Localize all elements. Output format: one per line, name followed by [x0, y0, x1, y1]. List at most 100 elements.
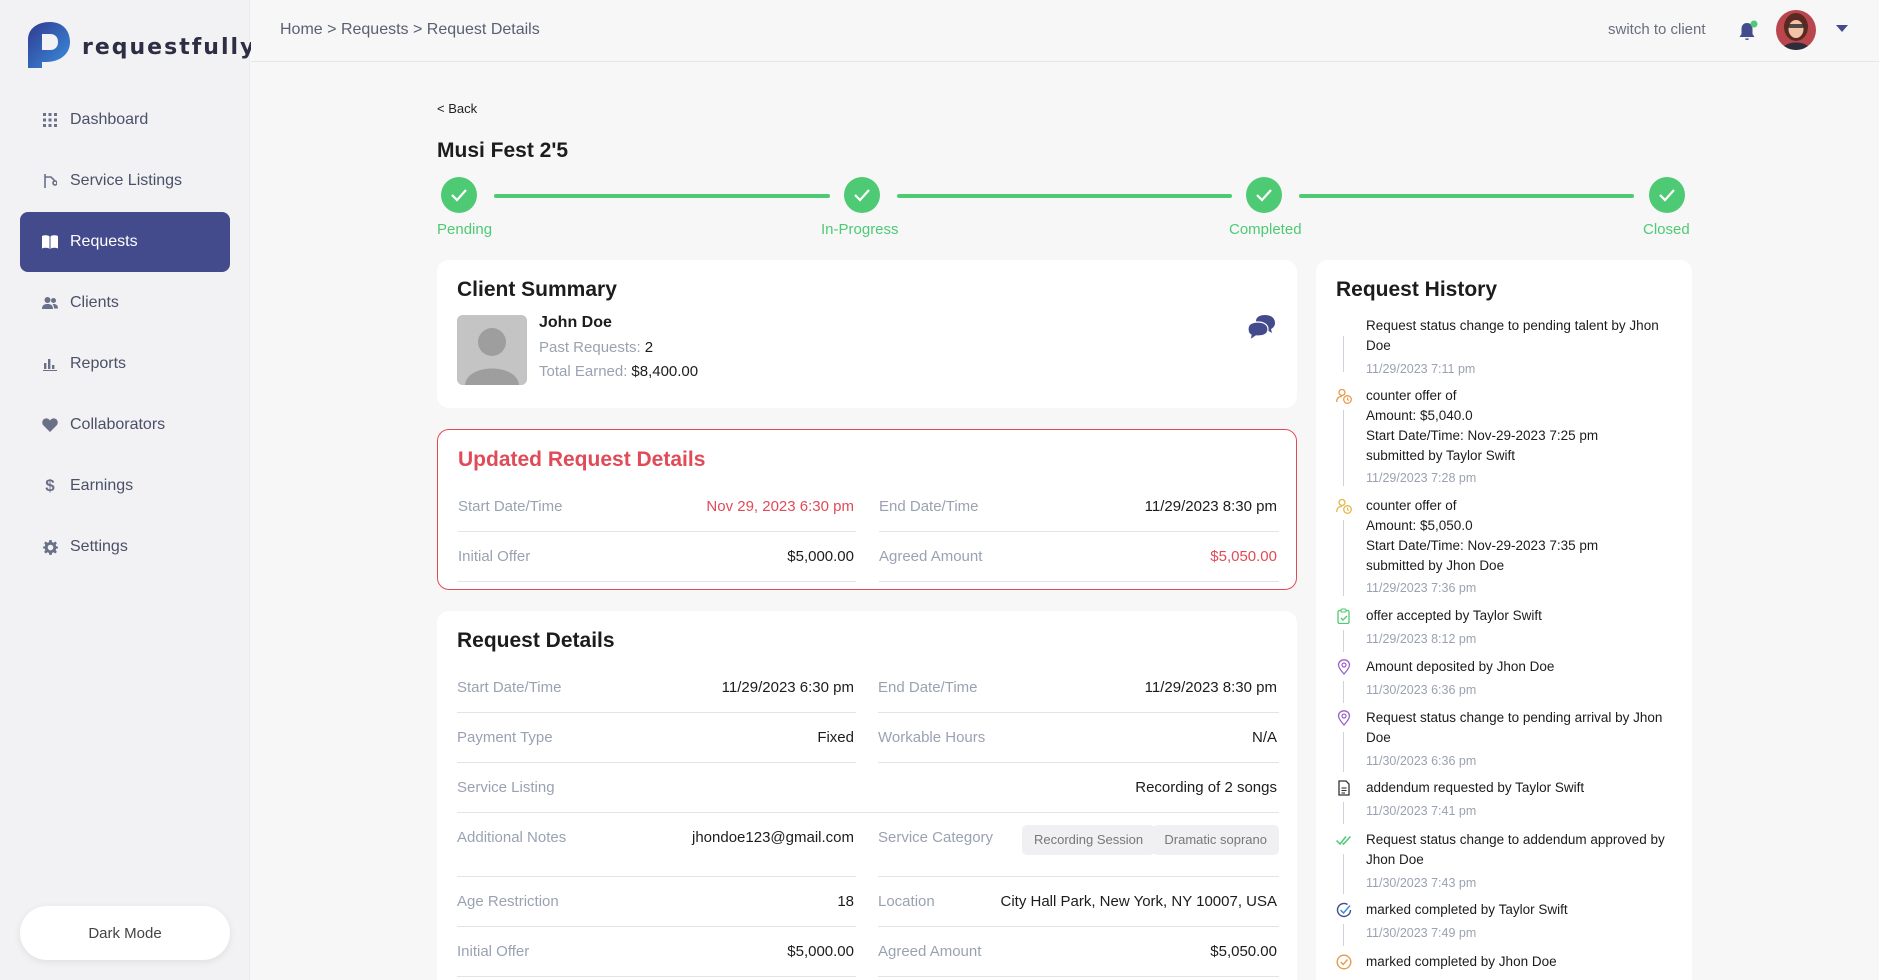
history-time: 11/30/2023 7:49 pm: [1366, 926, 1477, 940]
location-label: Location: [878, 893, 935, 910]
sidebar-item-earnings[interactable]: $ Earnings: [20, 456, 230, 516]
notes-row: Additional Notes jhondoe123@gmail.com: [457, 813, 856, 877]
brand-logo[interactable]: requestfully: [20, 20, 256, 70]
step-check-icon: [441, 177, 477, 213]
step-check-icon: [1246, 177, 1282, 213]
category-label: Service Category: [878, 829, 994, 846]
sidebar-item-label: Earnings: [70, 477, 134, 494]
history-time: 11/30/2023 7:41 pm: [1366, 804, 1477, 818]
history-connector: [1343, 854, 1344, 894]
sidebar-item-collaborators[interactable]: Collaborators: [20, 395, 230, 455]
past-requests-value: 2: [644, 339, 654, 356]
sidebar-item-label: Requests: [70, 233, 138, 250]
step-connector: [897, 194, 1232, 198]
total-earned-value: $8,400.00: [631, 363, 699, 380]
back-link[interactable]: < Back: [437, 101, 478, 116]
history-connector: [1343, 630, 1344, 652]
updated-details-title: Updated Request Details: [458, 448, 706, 471]
step-label-pending: Pending: [437, 221, 493, 238]
sidebar-item-dashboard[interactable]: Dashboard: [20, 90, 230, 150]
initial-offer-value: $5,000.00: [787, 943, 854, 960]
map-pin-icon: [1337, 710, 1351, 726]
chevron-down-icon[interactable]: [1836, 25, 1848, 32]
step-check-icon: [844, 177, 880, 213]
location-row: Location City Hall Park, New York, NY 10…: [878, 877, 1279, 927]
history-line: counter offer of: [1366, 498, 1457, 513]
sidebar-item-requests[interactable]: Requests: [20, 212, 230, 272]
sidebar-item-label: Dashboard: [70, 111, 149, 128]
history-time: 11/30/2023 7:43 pm: [1366, 876, 1477, 890]
age-row: Age Restriction 18: [457, 877, 856, 927]
sidebar: requestfully Dashboard Service Listings …: [0, 0, 254, 980]
history-item: Request status change to pending talent …: [1336, 316, 1676, 378]
sidebar-item-reports[interactable]: Reports: [20, 334, 230, 394]
initial-offer-label: Initial Offer: [457, 943, 530, 960]
user-clock-icon: [1336, 388, 1352, 404]
history-item: Amount deposited by Jhon Doe 11/30/2023 …: [1336, 657, 1676, 703]
grid-icon: [42, 112, 58, 128]
sidebar-item-label: Reports: [70, 355, 127, 372]
breadcrumb: Home > Requests > Request Details: [280, 21, 540, 39]
sidebar-item-clients[interactable]: Clients: [20, 273, 230, 333]
history-line: Request status change to addendum approv…: [1366, 832, 1665, 867]
history-text: offer accepted by Taylor Swift 11/29/202…: [1366, 606, 1676, 649]
history-time: 11/30/2023 6:36 pm: [1366, 754, 1477, 768]
history-time: 11/30/2023 6:36 pm: [1366, 683, 1477, 697]
start-label: Start Date/Time: [457, 679, 562, 696]
double-check-icon: [1336, 835, 1352, 846]
updated-agreed-label: Agreed Amount: [879, 548, 983, 565]
switch-to-client-link[interactable]: switch to client: [1608, 21, 1706, 38]
request-details-card: Request Details Start Date/Time 11/29/20…: [437, 611, 1297, 980]
client-total-earned: Total Earned: $8,400.00: [539, 363, 698, 380]
history-item: Request status change to addendum approv…: [1336, 830, 1676, 894]
breadcrumb-separator: >: [412, 21, 423, 38]
page-title: Musi Fest 2'5: [437, 139, 569, 162]
category-row: Service Category Recording Session Drama…: [878, 813, 1279, 877]
history-item: marked completed by Jhon Doe: [1336, 952, 1676, 980]
end-row: End Date/Time 11/29/2023 8:30 pm: [878, 663, 1279, 713]
total-earned-label: Total Earned:: [539, 363, 628, 380]
circle-check-orange-icon: [1336, 954, 1352, 970]
avatar[interactable]: [1776, 10, 1816, 50]
history-text: Request status change to addendum approv…: [1366, 830, 1676, 893]
heart-icon: [42, 417, 58, 433]
users-icon: [42, 295, 58, 311]
category-chip: Recording Session: [1022, 825, 1156, 855]
history-line: Amount deposited by Jhon Doe: [1366, 659, 1555, 674]
workable-hours-row: Workable Hours N/A: [878, 713, 1279, 763]
logo-icon: [28, 22, 70, 68]
sidebar-item-settings[interactable]: Settings: [20, 517, 230, 577]
breadcrumb-requests[interactable]: Requests: [340, 21, 409, 38]
history-text: counter offer of Amount: $5,040.0 Start …: [1366, 386, 1676, 488]
service-listing-value: Recording of 2 songs: [1135, 779, 1277, 796]
history-item: offer accepted by Taylor Swift 11/29/202…: [1336, 606, 1676, 652]
sidebar-item-service-listings[interactable]: Service Listings: [20, 151, 230, 211]
sidebar-nav: Dashboard Service Listings Requests Clie…: [20, 90, 230, 578]
history-text: marked completed by Taylor Swift 11/30/2…: [1366, 900, 1676, 943]
updated-agreed-row: Agreed Amount $5,050.00: [879, 532, 1279, 582]
workable-hours-label: Workable Hours: [878, 729, 986, 746]
updated-request-details-card: Updated Request Details Start Date/Time …: [437, 429, 1297, 590]
history-connector: [1343, 410, 1344, 486]
document-icon: [1338, 780, 1350, 796]
bell-icon[interactable]: [1738, 20, 1758, 42]
breadcrumb-separator: >: [327, 21, 337, 38]
service-listing-row: Service Listing Recording of 2 songs: [457, 763, 1279, 813]
dark-mode-toggle[interactable]: Dark Mode: [20, 906, 230, 960]
history-time: 11/29/2023 7:36 pm: [1366, 581, 1477, 595]
client-past-requests: Past Requests: 2: [539, 339, 653, 356]
map-pin-icon: [1337, 659, 1351, 675]
service-listing-label: Service Listing: [457, 779, 555, 796]
history-connector: [1343, 924, 1344, 946]
history-line: Amount: $5,040.0: [1366, 408, 1473, 423]
breadcrumb-home[interactable]: Home: [280, 21, 323, 38]
history-text: addendum requested by Taylor Swift 11/30…: [1366, 778, 1676, 821]
history-line: addendum requested by Taylor Swift: [1366, 780, 1585, 795]
chat-icon[interactable]: [1247, 315, 1275, 343]
history-line: offer accepted by Taylor Swift: [1366, 608, 1542, 623]
updated-start-value: Nov 29, 2023 6:30 pm: [706, 498, 854, 515]
circle-check-blue-icon: [1336, 902, 1352, 918]
step-connector: [494, 194, 830, 198]
updated-initial-offer-label: Initial Offer: [458, 548, 531, 565]
history-item: marked completed by Taylor Swift 11/30/2…: [1336, 900, 1676, 946]
